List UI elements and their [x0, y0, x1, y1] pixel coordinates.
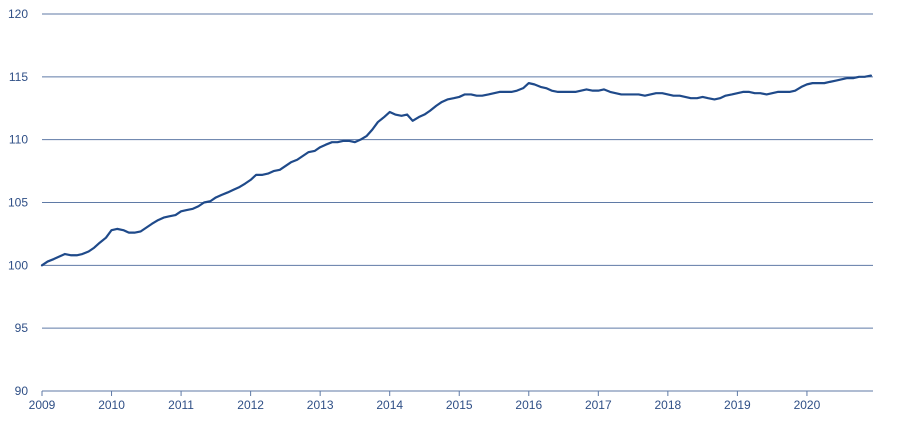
- x-tick-label: 2013: [307, 398, 334, 412]
- series-layer: [40, 74, 873, 267]
- x-tick-label: 2011: [168, 398, 194, 412]
- x-axis-labels: 2009 2010 2011 2012 2013 2014 2015 2016 2017 2018…: [29, 398, 821, 412]
- x-tick-label: 2009: [29, 398, 56, 412]
- x-tick-label: 2015: [446, 398, 473, 412]
- x-tick-label: 2017: [585, 398, 612, 412]
- x-tick-label: 2020: [794, 398, 821, 412]
- x-tick-label: 2014: [376, 398, 403, 412]
- series-line: [40, 74, 873, 267]
- y-tick-label: 110: [9, 133, 28, 147]
- x-tick-label: 2016: [515, 398, 542, 412]
- x-tick-label: 2018: [655, 398, 682, 412]
- x-tick-label: 2019: [724, 398, 751, 412]
- x-tick-label: 2012: [237, 398, 264, 412]
- y-tick-label: 105: [8, 196, 28, 210]
- y-tick-label: 95: [15, 321, 29, 335]
- x-axis-ticks: [41, 391, 808, 396]
- y-tick-label: 100: [8, 258, 28, 272]
- y-tick-label: 90: [15, 384, 29, 398]
- y-axis-labels: 90 95 100 105 110 115 120: [8, 7, 28, 398]
- y-tick-label: 120: [8, 7, 28, 21]
- grid-layer: [42, 13, 873, 392]
- y-tick-label: 115: [9, 70, 28, 84]
- x-tick-label: 2010: [98, 398, 125, 412]
